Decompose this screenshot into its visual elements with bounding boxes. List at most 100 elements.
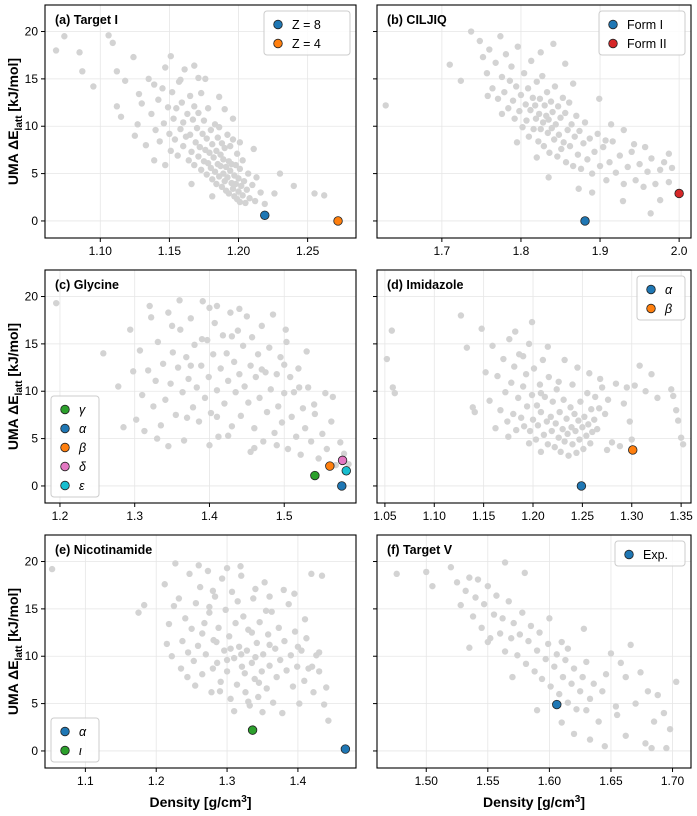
- background-point: [221, 144, 228, 152]
- y-axis-label: UMA ΔElatt [kJ/mol]: [5, 323, 25, 450]
- legend-box: [50, 395, 100, 498]
- background-point: [204, 567, 212, 575]
- background-point: [606, 159, 613, 166]
- background-point: [223, 350, 230, 357]
- background-point: [525, 340, 533, 348]
- background-point: [500, 355, 507, 363]
- background-point: [180, 142, 187, 150]
- background-point: [142, 141, 150, 149]
- background-point: [601, 743, 609, 750]
- background-point: [501, 648, 509, 655]
- x-tick-label: 1.55: [476, 774, 500, 788]
- background-point: [583, 658, 590, 666]
- background-point: [551, 443, 558, 451]
- background-point: [665, 150, 673, 157]
- background-point: [180, 119, 187, 126]
- background-point: [121, 77, 129, 84]
- background-point: [592, 393, 599, 401]
- panel-title: (c) Glycine: [55, 278, 119, 292]
- background-point: [262, 607, 270, 614]
- background-point: [195, 418, 203, 425]
- background-point: [569, 381, 576, 388]
- background-point: [210, 351, 217, 358]
- panel-2: 1.7 1.8 1.9 2.0 (b) CILJIQ Form I Form II: [373, 4, 692, 258]
- background-point: [530, 365, 538, 372]
- series-point: [340, 744, 351, 754]
- background-point: [177, 326, 184, 333]
- legend-marker: [646, 303, 656, 314]
- background-point: [544, 441, 552, 448]
- background-point: [573, 449, 580, 457]
- legend-label: Form II: [627, 37, 667, 51]
- background-point: [130, 53, 137, 61]
- x-tick-label: 1.15: [472, 509, 496, 523]
- background-point: [513, 426, 520, 434]
- background-point: [257, 189, 264, 196]
- background-point: [167, 147, 174, 155]
- background-point: [172, 560, 179, 567]
- background-point: [201, 394, 209, 402]
- background-point: [135, 90, 143, 98]
- background-point: [308, 663, 316, 670]
- x-tick-label: 1.25: [571, 509, 595, 523]
- background-point: [232, 161, 239, 169]
- x-tick-label: 1.3: [126, 509, 143, 523]
- background-point: [239, 192, 246, 199]
- background-point: [575, 417, 582, 424]
- background-point: [217, 365, 224, 372]
- background-point: [295, 365, 302, 372]
- background-point: [303, 348, 310, 355]
- background-point: [213, 387, 221, 394]
- background-point: [599, 688, 606, 695]
- background-point: [284, 445, 292, 453]
- background-point: [228, 423, 236, 430]
- background-point: [648, 155, 655, 162]
- background-point: [248, 629, 256, 636]
- background-point: [383, 355, 391, 363]
- background-point: [636, 362, 643, 369]
- background-point: [255, 693, 262, 701]
- background-point: [205, 373, 212, 381]
- background-point: [489, 342, 496, 349]
- background-point: [552, 121, 559, 128]
- background-point: [510, 410, 517, 418]
- background-point: [199, 298, 206, 305]
- background-point: [521, 569, 528, 577]
- background-point: [183, 414, 191, 421]
- legend-marker: [608, 38, 618, 49]
- background-point: [601, 410, 609, 418]
- background-point: [537, 389, 545, 397]
- series-point: [580, 216, 590, 226]
- background-point: [215, 624, 222, 632]
- background-point: [508, 63, 515, 70]
- background-point: [527, 106, 534, 114]
- background-point: [206, 149, 213, 156]
- background-point: [273, 370, 280, 378]
- background-point: [660, 159, 668, 166]
- background-point: [232, 388, 239, 396]
- background-point: [340, 450, 348, 457]
- plot-frame: [44, 534, 357, 769]
- x-tick-label: 1.10: [89, 244, 113, 258]
- background-point: [229, 115, 237, 122]
- background-point: [553, 386, 560, 393]
- background-point: [187, 315, 194, 322]
- background-point: [542, 655, 549, 663]
- background-point: [279, 709, 286, 717]
- background-point: [285, 600, 292, 608]
- background-point: [565, 452, 572, 459]
- background-point: [240, 177, 248, 185]
- legend-marker: [608, 19, 618, 30]
- background-point: [612, 380, 620, 387]
- x-tick-label: 1.4: [201, 509, 218, 523]
- background-point: [533, 154, 540, 161]
- background-point: [566, 142, 574, 150]
- background-point: [483, 69, 491, 77]
- background-point: [258, 366, 266, 373]
- background-point: [155, 96, 162, 103]
- background-point: [162, 396, 169, 403]
- background-point: [564, 645, 572, 652]
- background-point: [227, 309, 234, 316]
- background-point: [320, 701, 328, 708]
- background-point: [607, 650, 615, 657]
